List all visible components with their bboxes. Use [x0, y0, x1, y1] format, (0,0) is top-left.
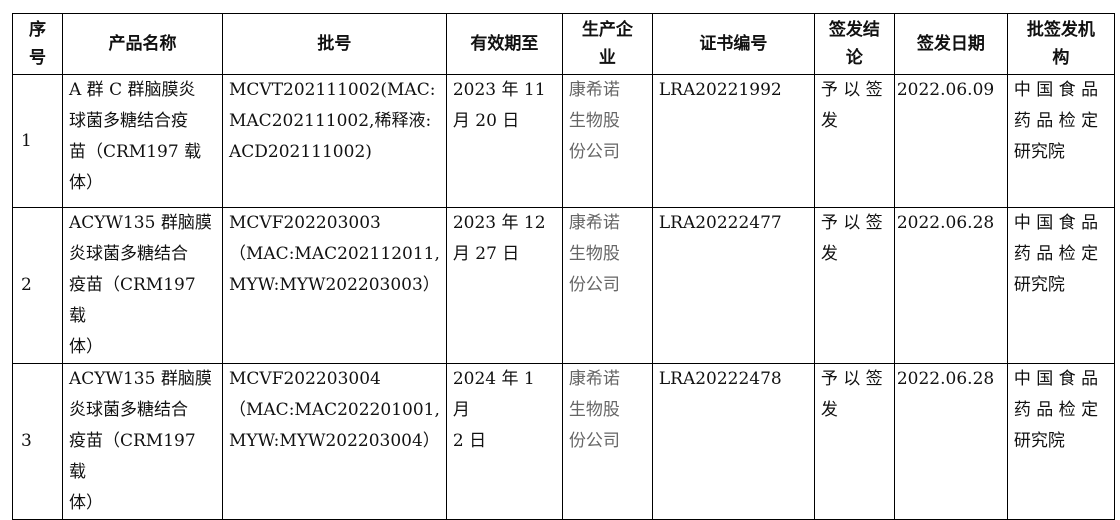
header-cert: 证书编号	[651, 13, 815, 75]
cell-conclusion: 予 以 签 发	[813, 207, 895, 364]
table-row: 2 ACYW135 群脑膜 炎球菌多糖结合 疫苗（CRM197 载 体） MCVF2…	[12, 207, 1115, 364]
cell-batch: MCVF202203003 （MAC:MAC202112011, MYW:MYW…	[222, 207, 447, 364]
cell-no: 2	[12, 207, 63, 364]
header-conclusion: 签发结 论	[813, 13, 895, 75]
header-date: 签发日期	[893, 13, 1008, 75]
header-batch: 批号	[222, 13, 447, 75]
cell-agency: 中 国 食 品 药 品 检 定 研究院	[1006, 74, 1115, 208]
header-expiry: 有效期至	[445, 13, 563, 75]
cell-cert: LRA20221992	[651, 74, 815, 208]
cell-batch: MCVT202111002(MAC: MAC202111002,稀释液: ACD…	[222, 74, 447, 208]
cell-expiry: 2024 年 1 月 2 日	[445, 363, 563, 520]
cell-agency: 中 国 食 品 药 品 检 定 研究院	[1006, 363, 1115, 520]
cell-date: 2022.06.28	[893, 363, 1008, 520]
batch-release-table: 序 号 产品名称 批号 有效期至 生产企 业 证书编号 签发结 论 签发日期 批…	[12, 13, 1115, 520]
cell-product: ACYW135 群脑膜 炎球菌多糖结合 疫苗（CRM197 载 体）	[62, 363, 223, 520]
header-no: 序 号	[12, 13, 63, 75]
cell-company: 康希诺 生物股 份公司	[561, 363, 653, 520]
cell-date: 2022.06.28	[893, 207, 1008, 364]
header-company: 生产企 业	[561, 13, 653, 75]
cell-product: ACYW135 群脑膜 炎球菌多糖结合 疫苗（CRM197 载 体）	[62, 207, 223, 364]
table-row: 3 ACYW135 群脑膜 炎球菌多糖结合 疫苗（CRM197 载 体） MCVF2…	[12, 363, 1115, 520]
cell-product: A 群 C 群脑膜炎 球菌多糖结合疫 苗（CRM197 载 体）	[62, 74, 223, 208]
cell-company: 康希诺 生物股 份公司	[561, 207, 653, 364]
header-agency: 批签发机 构	[1006, 13, 1115, 75]
cell-expiry: 2023 年 12 月 27 日	[445, 207, 563, 364]
cell-agency: 中 国 食 品 药 品 检 定 研究院	[1006, 207, 1115, 364]
cell-no: 1	[12, 74, 63, 208]
cell-date: 2022.06.09	[893, 74, 1008, 208]
cell-company: 康希诺 生物股 份公司	[561, 74, 653, 208]
cell-expiry: 2023 年 11 月 20 日	[445, 74, 563, 208]
cell-no: 3	[12, 363, 63, 520]
cell-cert: LRA20222478	[651, 363, 815, 520]
header-row: 序 号 产品名称 批号 有效期至 生产企 业 证书编号 签发结 论 签发日期 批…	[12, 13, 1115, 75]
cell-conclusion: 予 以 签 发	[813, 363, 895, 520]
cell-batch: MCVF202203004 （MAC:MAC202201001, MYW:MYW…	[222, 363, 447, 520]
cell-conclusion: 予 以 签 发	[813, 74, 895, 208]
header-product: 产品名称	[62, 13, 223, 75]
cell-cert: LRA20222477	[651, 207, 815, 364]
